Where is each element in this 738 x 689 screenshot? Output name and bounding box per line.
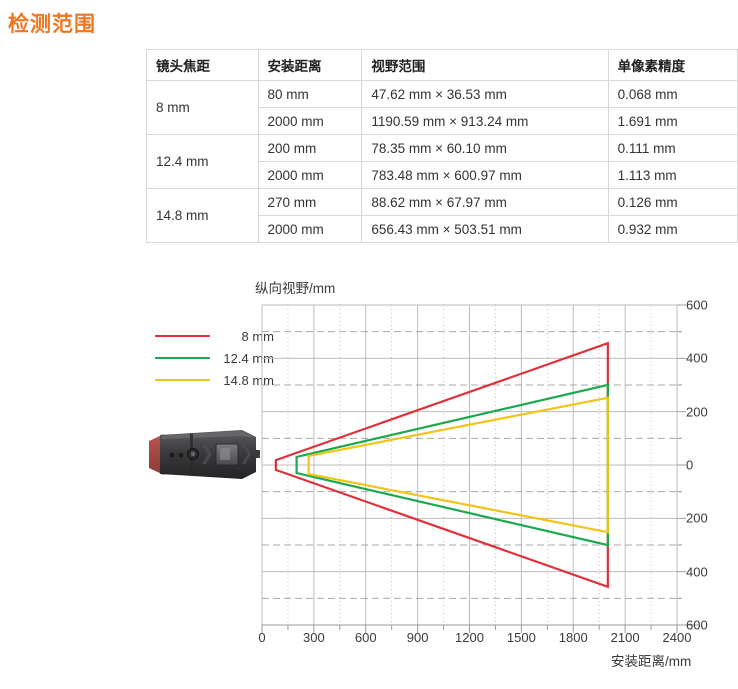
cell-precision: 0.068 mm xyxy=(607,80,738,108)
chart-x-tick-label: 1500 xyxy=(506,630,536,645)
chart-x-tick-label: 300 xyxy=(303,630,325,645)
chart-y-axis-label: 纵向视野/mm xyxy=(255,281,336,296)
cell-distance: 2000 mm xyxy=(257,161,363,189)
cell-distance: 2000 mm xyxy=(257,215,363,243)
table-row: 2000 mm 656.43 mm × 503.51 mm 0.932 mm xyxy=(147,215,738,243)
table-header-row: 镜头焦距 安装距离 视野范围 单像素精度 xyxy=(146,49,738,81)
chart-y-tick-label: 600 xyxy=(686,297,708,313)
legend-item-1: 12.4 mm xyxy=(155,347,274,369)
cell-precision: 0.126 mm xyxy=(607,188,738,216)
cell-distance: 2000 mm xyxy=(257,107,363,135)
cell-focal: 12.4 mm xyxy=(146,134,259,189)
chart-y-tick-label: 200 xyxy=(686,404,708,420)
chart-plot xyxy=(261,304,699,633)
cell-distance: 200 mm xyxy=(257,134,363,162)
cell-precision: 1.691 mm xyxy=(607,107,738,135)
cell-fov: 78.35 mm × 60.10 mm xyxy=(361,134,609,162)
chart-y-tick-label: 0 xyxy=(686,457,694,473)
cell-precision: 0.932 mm xyxy=(607,215,738,243)
table-row: 14.8 mm 270 mm 88.62 mm × 67.97 mm 0.126… xyxy=(146,188,738,243)
table-header-precision: 单像素精度 xyxy=(607,49,738,81)
chart-x-tick-label: 1200 xyxy=(455,630,484,645)
legend-label: 12.4 mm xyxy=(223,350,274,366)
chart-y-tick-label: 600 xyxy=(686,617,708,633)
table-header-fov: 视野范围 xyxy=(361,49,609,81)
legend-label: 8 mm xyxy=(241,328,275,344)
cell-distance: 270 mm xyxy=(257,188,363,216)
cell-fov: 1190.59 mm × 913.24 mm xyxy=(361,107,609,135)
specification-table: 镜头焦距 安装距离 视野范围 单像素精度 8 mm 80 mm 47.62 mm… xyxy=(146,49,738,243)
camera-device-illustration xyxy=(149,430,260,479)
table-row: 8 mm 80 mm 47.62 mm × 36.53 mm 0.068 mm xyxy=(146,80,738,135)
table-row: 2000 mm 1190.59 mm × 913.24 mm 1.691 mm xyxy=(147,107,738,135)
cell-distance: 80 mm xyxy=(257,80,363,108)
chart-y-tick-label: 400 xyxy=(686,564,708,580)
page-title: 检测范围 xyxy=(8,13,96,36)
chart-x-tick-label: 2400 xyxy=(662,630,692,645)
legend-item-0: 8 mm xyxy=(155,325,274,347)
chart-y-tick-label: 200 xyxy=(686,510,708,526)
chart-x-tick-label: 600 xyxy=(354,630,377,645)
table-header-focal: 镜头焦距 xyxy=(146,49,259,81)
cell-fov: 783.48 mm × 600.97 mm xyxy=(361,161,609,189)
chart-x-tick-label: 0 xyxy=(258,630,266,645)
table-row: 12.4 mm 200 mm 78.35 mm × 60.10 mm 0.111… xyxy=(146,134,738,189)
table-row: 2000 mm 783.48 mm × 600.97 mm 1.113 mm xyxy=(147,161,738,189)
fov-chart: 纵向视野/mm 安装距离/mm 8 mm 12.4 mm 14.8 mm xyxy=(0,265,738,689)
cell-precision: 1.113 mm xyxy=(607,161,738,189)
chart-y-tick-label: 400 xyxy=(686,350,708,366)
chart-x-tick-label: 900 xyxy=(406,630,429,645)
cell-focal: 8 mm xyxy=(146,80,259,135)
cell-fov: 656.43 mm × 503.51 mm xyxy=(361,215,609,243)
cell-fov: 88.62 mm × 67.97 mm xyxy=(361,188,609,216)
chart-x-tick-label: 1800 xyxy=(558,630,588,645)
chart-x-axis-label: 安装距离/mm xyxy=(611,654,692,669)
legend-swatch-line xyxy=(155,335,210,337)
legend-swatch-line xyxy=(155,357,210,359)
legend-label: 14.8 mm xyxy=(223,372,274,388)
cell-precision: 0.111 mm xyxy=(607,134,738,162)
cell-fov: 47.62 mm × 36.53 mm xyxy=(361,80,609,108)
chart-x-tick-label: 2100 xyxy=(610,630,640,645)
chart-legend: 8 mm 12.4 mm 14.8 mm xyxy=(155,325,274,391)
legend-swatch-line xyxy=(155,379,210,381)
cell-focal: 14.8 mm xyxy=(146,188,259,243)
legend-item-2: 14.8 mm xyxy=(155,369,274,391)
table-header-distance: 安装距离 xyxy=(257,49,363,81)
